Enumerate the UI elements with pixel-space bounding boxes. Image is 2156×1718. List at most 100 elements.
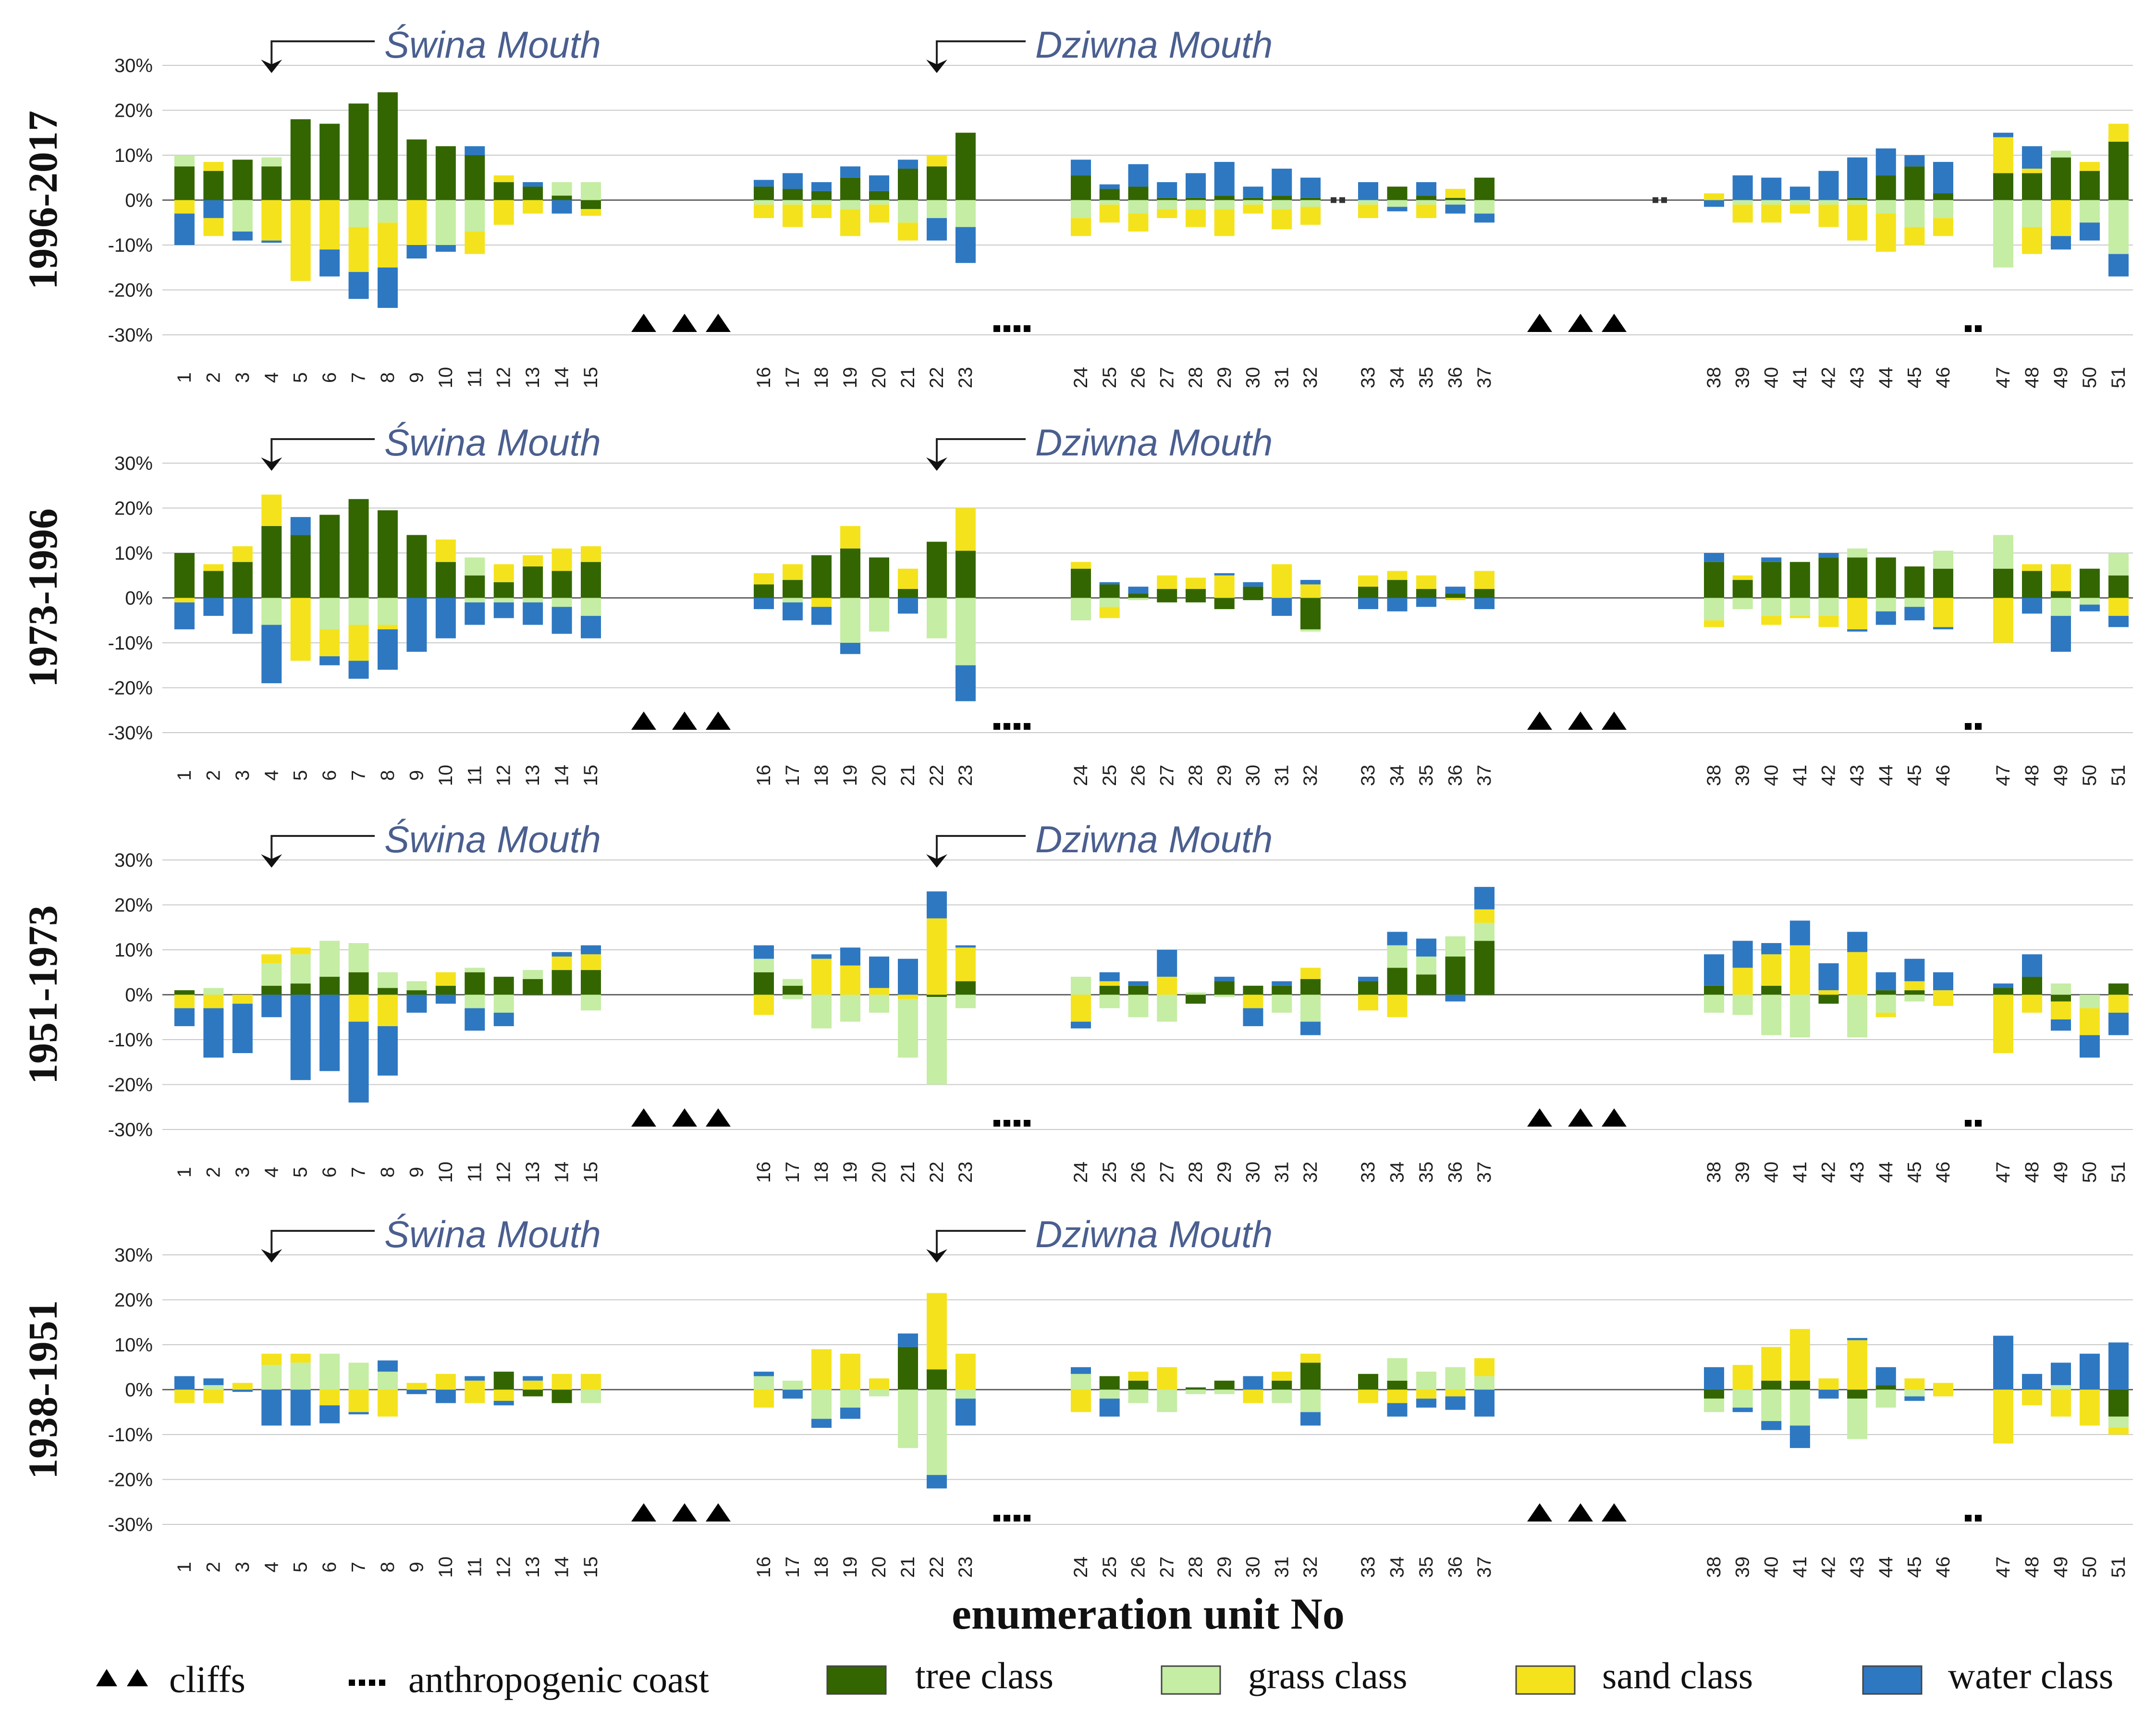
bar-sand-unit-3 bbox=[232, 994, 253, 1004]
bar-water-unit-35 bbox=[1416, 598, 1436, 607]
x-tick-label: 10 bbox=[435, 1162, 456, 1183]
y-tick-label: -30% bbox=[108, 723, 153, 744]
x-tick-label: 35 bbox=[1416, 1162, 1437, 1183]
x-tick-label: 9 bbox=[406, 1167, 427, 1178]
x-tick-label: 24 bbox=[1070, 1162, 1091, 1183]
x-tick-label: 28 bbox=[1185, 765, 1206, 786]
bar-water-unit-21 bbox=[898, 958, 918, 995]
bar-water-unit-14 bbox=[551, 607, 572, 634]
bar-tree-unit-34 bbox=[1387, 580, 1408, 598]
bar-grass-unit-26 bbox=[1128, 994, 1149, 1018]
bar-sand-unit-2 bbox=[203, 162, 224, 171]
bar-grass-unit-4 bbox=[261, 1365, 282, 1390]
bar-grass-unit-5 bbox=[290, 954, 311, 984]
bar-grass-unit-11 bbox=[465, 200, 485, 232]
bar-grass-unit-49 bbox=[2051, 598, 2071, 616]
bar-water-unit-49 bbox=[2051, 1019, 2071, 1031]
bar-sand-unit-3 bbox=[232, 546, 253, 562]
x-tick-label: 6 bbox=[319, 372, 340, 383]
bar-tree-unit-3 bbox=[232, 160, 253, 200]
bar-water-unit-37 bbox=[1474, 213, 1494, 223]
x-tick-label: 28 bbox=[1185, 1162, 1206, 1183]
bar-sand-unit-22 bbox=[927, 1293, 947, 1370]
x-tick-label: 43 bbox=[1847, 367, 1868, 389]
x-tick-label: 40 bbox=[1761, 1557, 1782, 1578]
bar-tree-unit-9 bbox=[406, 535, 427, 598]
bar-grass-unit-6 bbox=[319, 941, 340, 977]
legend-cliffs: cliffs bbox=[96, 1658, 245, 1700]
bar-tree-unit-30 bbox=[1243, 598, 1263, 601]
bar-grass-unit-16 bbox=[754, 200, 774, 205]
bar-grass-unit-20 bbox=[869, 200, 889, 205]
bar-tree-unit-2 bbox=[203, 171, 224, 200]
x-tick-label: 16 bbox=[753, 765, 774, 786]
anthropogenic-marker bbox=[993, 1515, 1000, 1522]
bar-sand-unit-43 bbox=[1847, 204, 1868, 241]
x-tick-label: 25 bbox=[1099, 1557, 1120, 1578]
x-tick-label: 49 bbox=[2050, 765, 2071, 786]
bar-tree-unit-51 bbox=[2108, 1389, 2129, 1417]
bar-grass-unit-45 bbox=[1904, 1389, 1925, 1397]
bar-grass-unit-4 bbox=[261, 157, 282, 167]
cliff-marker bbox=[1527, 314, 1552, 332]
bar-tree-unit-22 bbox=[927, 541, 947, 598]
x-tick-label: 6 bbox=[319, 770, 340, 781]
bar-grass-unit-34 bbox=[1387, 200, 1408, 207]
period-label: 1996-2017 bbox=[20, 110, 66, 290]
bar-sand-unit-2 bbox=[203, 994, 224, 1008]
bar-sand-unit-32 bbox=[1300, 207, 1321, 225]
x-tick-label: 17 bbox=[782, 765, 803, 786]
bar-sand-unit-32 bbox=[1300, 1353, 1321, 1363]
bar-grass-unit-42 bbox=[1818, 598, 1839, 616]
bar-sand-unit-34 bbox=[1387, 1389, 1408, 1403]
anthropogenic-marker bbox=[1024, 1515, 1030, 1522]
bar-sand-unit-41 bbox=[1789, 204, 1810, 214]
legend-cliffs-label: cliffs bbox=[169, 1658, 245, 1700]
bar-tree-unit-32 bbox=[1300, 979, 1321, 995]
bar-water-unit-34 bbox=[1387, 598, 1408, 612]
bar-tree-unit-21 bbox=[898, 1347, 918, 1390]
x-tick-label: 44 bbox=[1875, 1557, 1897, 1578]
bar-grass-unit-2 bbox=[203, 1385, 224, 1390]
bar-tree-unit-47 bbox=[1993, 568, 2013, 598]
bar-grass-unit-38 bbox=[1704, 598, 1724, 621]
y-tick-label: -20% bbox=[108, 678, 153, 699]
x-tick-label: 17 bbox=[782, 1557, 803, 1578]
bar-grass-unit-21 bbox=[898, 1389, 918, 1448]
bar-sand-unit-48 bbox=[2022, 169, 2042, 173]
cliff-marker bbox=[672, 1108, 697, 1127]
x-tick-label: 35 bbox=[1416, 367, 1437, 389]
bar-tree-unit-4 bbox=[261, 526, 282, 598]
bar-grass-unit-43 bbox=[1847, 548, 1868, 558]
x-tick-label: 45 bbox=[1904, 765, 1925, 786]
bar-tree-unit-29 bbox=[1214, 981, 1235, 995]
bar-sand-unit-27 bbox=[1157, 1367, 1177, 1390]
cliff-marker bbox=[631, 314, 656, 332]
x-tick-label: 44 bbox=[1875, 765, 1897, 786]
y-tick-label: -30% bbox=[108, 1514, 153, 1535]
bar-sand-unit-49 bbox=[2051, 564, 2071, 591]
bar-tree-unit-5 bbox=[290, 983, 311, 995]
bar-sand-unit-45 bbox=[1904, 981, 1925, 991]
bar-tree-unit-16 bbox=[754, 186, 774, 200]
bar-tree-unit-6 bbox=[319, 123, 340, 200]
bar-sand-unit-8 bbox=[378, 222, 398, 268]
x-axis-label: enumeration unit No bbox=[952, 1589, 1345, 1638]
bar-grass-unit-35 bbox=[1416, 1372, 1436, 1390]
bar-water-unit-50 bbox=[2080, 222, 2100, 241]
bar-water-unit-30 bbox=[1243, 186, 1263, 198]
bar-water-unit-50 bbox=[2080, 1035, 2100, 1058]
bar-water-unit-35 bbox=[1416, 1399, 1436, 1408]
bar-sand-unit-34 bbox=[1387, 571, 1408, 580]
bar-water-unit-9 bbox=[406, 1389, 427, 1394]
bar-sand-unit-47 bbox=[1993, 994, 2013, 1054]
bar-water-unit-3 bbox=[232, 1389, 253, 1392]
bar-sand-unit-23 bbox=[956, 947, 976, 982]
bar-water-unit-26 bbox=[1128, 587, 1149, 594]
bar-grass-unit-19 bbox=[840, 1389, 860, 1408]
x-tick-label: 16 bbox=[753, 367, 774, 389]
bar-tree-unit-45 bbox=[1904, 166, 1925, 200]
anthropogenic-marker bbox=[1339, 197, 1345, 203]
bar-sand-unit-24 bbox=[1071, 562, 1091, 569]
bar-tree-unit-1 bbox=[174, 166, 195, 200]
